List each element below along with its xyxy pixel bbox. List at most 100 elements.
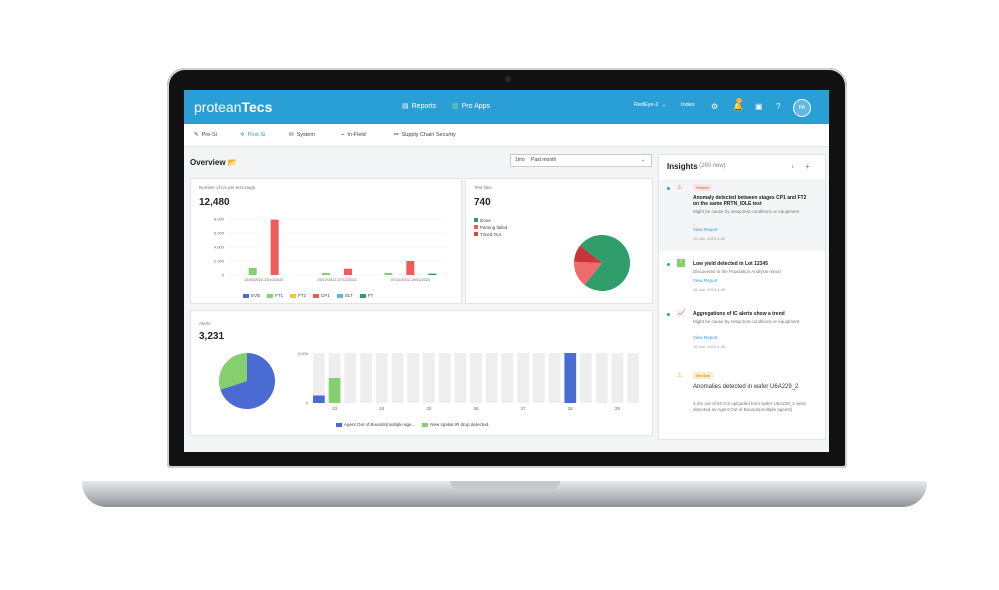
column-bg [313,353,325,403]
x-tick-label: 28 [568,406,574,411]
overview-label: Overview [190,158,226,167]
chevron-down-icon: ⌄ [641,157,646,163]
test-legend: Done Parsing failed Timed Out [474,217,507,238]
logo-accent: Tecs [241,99,273,115]
y-tick-label: 6,000 [214,231,225,236]
insight-title: Anomaly detected between stages CP1 and … [693,195,807,207]
insights-panel: Insights (260 new) ↓ + ⚠ Severe Anomaly … [658,154,826,440]
insight-desc: Discovered in the Population Analysis re… [693,269,782,274]
briefcase-icon[interactable]: ▣ [755,102,763,111]
y-tick-label: 0 [306,401,309,406]
alerts-bar-chart: 2,000 0 23 24 25 26 27 28 29 [298,351,639,411]
gear-icon[interactable]: ⚙ [711,102,719,111]
server-icon: ⛁ [289,132,294,138]
x-tick-label: 07/12/2022-19/01/2023 [391,278,430,282]
avatar[interactable]: PA [793,99,811,117]
insight-item[interactable]: ⚠ Medium Anomalies detected in wafer U6A… [659,369,825,435]
view-report-link[interactable]: View Report [693,335,718,340]
y-tick-label: 0 [222,273,225,278]
bar [344,268,352,275]
laptop-notch [450,481,560,489]
chart-icon: ▥ [452,103,459,110]
insight-title: Anomalies detected in wafer U6A229_2 [693,384,799,390]
severity-icon: ⚠ [677,185,683,191]
y-tick-label: 8,000 [214,217,225,222]
view-report-link[interactable]: View Report [693,227,718,232]
period-select[interactable]: 1mo Past month ⌄ [510,154,652,167]
tab-system[interactable]: ⛁ System [289,132,315,138]
test-card-label: Test files [474,185,492,190]
column-bg [344,353,357,403]
pro-apps-link[interactable]: ▥ Pro Apps [452,102,490,111]
tab-post-si[interactable]: ✲ Post-Si [240,132,265,138]
legend-label: Done [480,218,491,223]
legend-item: New spatial IR drop detected. [422,422,489,427]
insight-item[interactable]: ! Low yield detected in Lot 12345 Discov… [659,259,825,301]
bar [564,353,577,403]
download-icon[interactable]: ↓ [791,163,795,170]
unread-dot [667,313,670,316]
tab-label: Supply Chain Security [401,132,456,138]
column-bg [454,353,467,403]
column-bg [470,353,482,403]
logo[interactable]: proteanTecs [194,99,272,115]
ics-total: 12,480 [199,197,230,208]
legend-label: Timed Out [480,232,501,237]
legend-item: EVB [243,293,260,298]
tab-pre-si[interactable]: ✎ Pre-Si [194,132,217,138]
legend-label: FT2 [298,293,307,298]
x-tick-label: 25 [426,406,432,411]
product-dropdown[interactable]: RedEye-2 ⌄ [634,102,666,108]
column-bg [611,353,624,403]
ics-legend: EVB FT1 FT2 CP1 SLT FT [243,293,373,298]
legend-label: SLT [344,293,353,298]
view-report-link[interactable]: View Report [693,278,718,283]
severity-icon: ⚠ [677,373,683,379]
column-bg [407,353,419,403]
help-icon[interactable]: ? [776,102,781,111]
screen: proteanTecs ▤ Reports ▥ Pro Apps RedEye-2 ⌄… [184,90,829,452]
legend-item: SLT [336,293,353,298]
column-bg [517,353,529,403]
legend-item: FT [359,293,374,298]
period-short: 1mo [515,157,525,163]
settings-icon: ✲ [240,132,245,138]
tab-supply-chain-security[interactable]: ⚯ Supply Chain Security [394,132,456,138]
pie-slice [219,353,247,390]
x-tick-label: 12/09/2022-23/10/2022 [244,278,283,282]
bar [428,273,437,275]
insight-item[interactable]: 📈 Aggregations of IC alerts show a trend… [659,309,825,359]
index-label: Index [681,102,695,108]
period-label: Past month [531,157,557,163]
legend-label: New spatial IR drop detected. [430,422,490,427]
bar [248,268,257,275]
legend-label: Agent Out of Bounds(multiple age... [344,422,416,427]
unread-dot [667,263,670,266]
index-link[interactable]: Index [681,102,694,108]
reports-link[interactable]: ▤ Reports [402,102,436,111]
column-bg [595,353,608,403]
info-icon: ! [677,259,685,267]
bell-icon[interactable]: 🔔 [733,102,743,111]
test-total: 740 [474,197,491,208]
tab-in-field[interactable]: ⌁ In-Field [341,132,366,138]
insight-date: 15 Jan, 2023 4:45 [693,344,726,349]
column-bg [423,353,435,403]
trend-icon: 📈 [677,310,686,317]
ics-card-label: Number of ics per test stage [199,185,256,190]
reports-icon: ▤ [402,103,409,110]
x-tick-label: 24 [379,406,385,411]
legend-label: FT1 [275,293,284,298]
legend-item: Parsing failed [474,224,507,231]
add-icon[interactable]: + [805,162,810,171]
bar [313,395,325,403]
tab-label: Post-Si [247,132,266,138]
x-tick-label: 29 [615,406,621,411]
legend-label: FT [367,293,374,298]
edit-icon: ✎ [194,132,199,138]
pie-slice [574,245,602,263]
insight-item[interactable]: ⚠ Severe Anomaly detected between stages… [659,179,825,251]
pie-slice [574,261,602,285]
y-tick-label: 4,000 [214,245,225,250]
tab-label: In-Field [347,132,366,138]
